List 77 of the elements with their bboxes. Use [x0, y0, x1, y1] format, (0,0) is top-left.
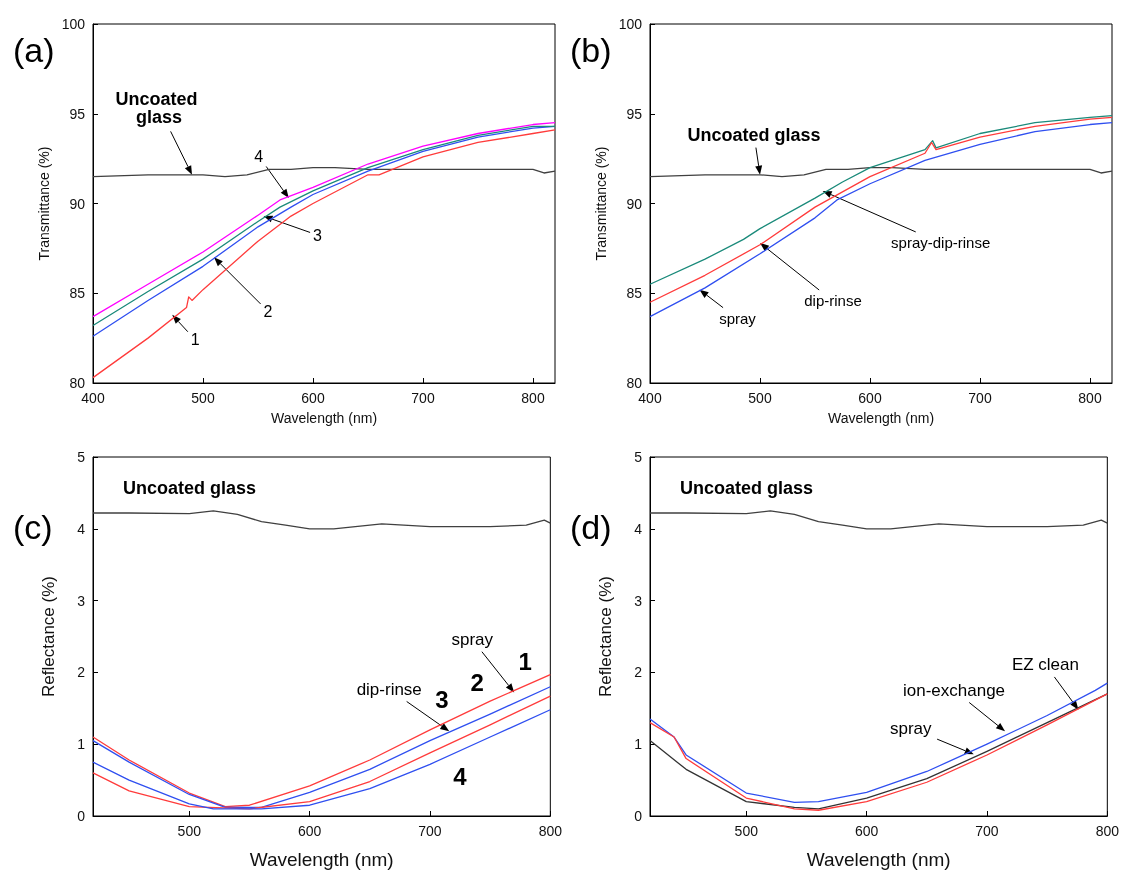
annotation: Uncoated glass: [680, 478, 814, 498]
y-axis-title: Transmittance (%): [592, 146, 609, 261]
x-tick-label: 700: [418, 823, 442, 839]
y-tick-label: 4: [77, 520, 86, 537]
y-tick-label: 5: [77, 449, 86, 465]
y-tick-label: 3: [634, 592, 643, 609]
annotation: spray-dip-rinse: [891, 234, 991, 252]
annotation: dip-rinse: [804, 292, 862, 310]
x-tick-label: 800: [538, 823, 563, 839]
line-series: [92, 510, 551, 530]
y-tick-label: 85: [626, 285, 643, 302]
chart-title: (b): [570, 31, 612, 69]
x-tick-label: 700: [975, 823, 999, 839]
text: (c): [13, 508, 53, 546]
x-axis-title: Wavelength (nm): [827, 410, 935, 426]
y-axis-title: Reflectance (%): [39, 576, 58, 697]
annotation: Uncoated glass: [687, 124, 821, 145]
x-axis-title: Wavelength (nm): [270, 410, 378, 426]
x-tick-label: 600: [858, 390, 882, 406]
line-series: [649, 166, 1113, 178]
y-tick-label: 1: [77, 736, 86, 753]
y-tick-label: 5: [634, 449, 643, 465]
annotation: EZ clean: [1011, 655, 1079, 675]
x-axis-title: Wavelength (nm): [249, 849, 394, 870]
x-axis-title: Wavelength (nm): [806, 849, 951, 870]
x-tick-label: 500: [191, 390, 215, 406]
annotation: 3: [313, 226, 323, 244]
line-series: [92, 129, 556, 379]
y-tick-label: 3: [77, 592, 86, 609]
annotation: dip-rinse: [356, 679, 422, 699]
y-tick-label: 90: [69, 195, 86, 212]
y-tick-label: 2: [634, 664, 643, 681]
x-tick-label: 600: [301, 390, 325, 406]
y-tick-label: 80: [69, 375, 86, 391]
x-tick-label: 700: [968, 390, 992, 406]
y-axis-title: Transmittance (%): [35, 146, 52, 261]
annotation: ion-exchange: [902, 680, 1006, 700]
annotation: 3: [435, 685, 449, 713]
x-tick-label: 800: [521, 390, 545, 406]
annotation: 1: [518, 647, 532, 675]
y-tick-label: 90: [626, 195, 643, 212]
y-tick-label: 0: [77, 808, 86, 824]
x-tick-label: 500: [748, 390, 772, 406]
annotation: spray: [889, 718, 933, 738]
x-tick-label: 800: [1095, 823, 1120, 839]
x-tick-label: 400: [638, 390, 662, 406]
y-tick-label: 0: [634, 808, 643, 824]
text: (d): [570, 508, 612, 546]
line-series: [92, 166, 556, 178]
y-axis-title: Reflectance (%): [596, 576, 615, 697]
x-tick-label: 600: [854, 823, 879, 839]
annotation: 4: [453, 763, 468, 791]
annotation: spray: [719, 310, 757, 328]
x-tick-label: 800: [1078, 390, 1102, 406]
y-tick-label: 95: [626, 105, 643, 122]
x-tick-label: 500: [734, 823, 759, 839]
y-tick-label: 1: [634, 736, 643, 753]
y-tick-label: 100: [61, 16, 86, 32]
annotation: 2: [263, 302, 273, 320]
y-tick-label: 80: [626, 375, 643, 391]
y-tick-label: 100: [618, 16, 643, 32]
annotation: Uncoated glass: [123, 478, 257, 498]
x-tick-label: 400: [81, 390, 105, 406]
chart-title: (a): [13, 31, 55, 69]
y-tick-label: 85: [69, 285, 86, 302]
annotation: 1: [190, 331, 200, 349]
x-tick-label: 700: [411, 390, 435, 406]
annotation: Uncoated glass: [115, 88, 203, 127]
x-tick-label: 500: [177, 823, 202, 839]
y-tick-label: 4: [634, 520, 643, 537]
x-tick-label: 600: [297, 823, 322, 839]
annotation: 4: [254, 147, 264, 165]
annotation: 2: [470, 669, 484, 697]
line-series: [649, 510, 1108, 530]
y-tick-label: 2: [77, 664, 86, 681]
y-tick-label: 95: [69, 105, 86, 122]
annotation: spray: [451, 630, 494, 649]
